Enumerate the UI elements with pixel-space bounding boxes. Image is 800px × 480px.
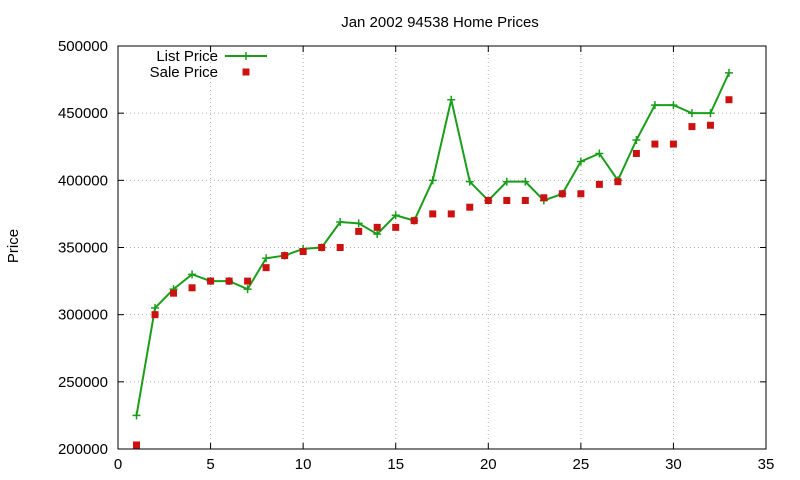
data-point [336,217,345,226]
x-tick-label: 20 [480,456,497,473]
x-tick-label: 10 [295,456,312,473]
data-point [392,223,400,231]
x-tick-label: 35 [758,456,775,473]
data-point [354,219,363,228]
data-point [484,196,492,204]
y-tick-label: 350000 [58,240,108,257]
data-point [725,96,733,104]
data-point [133,441,141,449]
series-1 [133,96,733,449]
chart-title: Jan 2002 94538 Home Prices [341,14,539,31]
data-point [281,252,289,260]
legend-label: List Price [156,48,218,65]
x-tick-label: 15 [387,456,404,473]
data-point [465,177,474,186]
data-point [558,190,566,198]
legend-label: Sale Price [150,64,218,81]
data-point [669,101,678,110]
data-point [632,149,640,157]
data-point [502,177,511,186]
x-tick-label: 0 [114,456,122,473]
data-point [540,194,548,202]
data-point [225,277,233,285]
data-point [447,95,456,104]
data-point [244,277,252,285]
y-tick-label: 300000 [58,307,108,324]
x-tick-label: 5 [206,456,214,473]
x-tick-label: 30 [665,456,682,473]
data-point [688,123,696,131]
series-layer [132,68,733,449]
data-point [391,211,400,220]
data-point [207,277,215,285]
data-point [650,101,659,110]
data-point [447,210,455,218]
series-0 [132,68,733,420]
data-point [373,230,382,239]
data-point [521,177,530,186]
data-point [651,140,659,148]
data-point [428,176,437,185]
data-point [262,264,270,272]
data-point [724,68,733,77]
y-tick-label: 400000 [58,172,108,189]
data-point [706,109,715,118]
data-point [299,248,307,256]
data-point [410,217,418,225]
data-point [151,311,159,319]
data-point [614,178,622,186]
axes: 0 5 10 15 20 25 30 35 200000 250000 300000 350000 40… [58,38,774,473]
data-point [262,254,271,263]
data-point [243,285,252,294]
data-point [576,157,585,166]
data-point [355,227,363,235]
y-tick-label: 250000 [58,374,108,391]
data-point [188,284,196,292]
data-point [577,190,585,198]
data-point [373,223,381,231]
data-point [170,289,178,297]
data-point [669,140,677,148]
data-point [429,210,437,218]
series-line [135,72,730,416]
data-point [466,203,474,211]
grid-lines [118,46,766,449]
data-point [336,244,344,251]
data-point [521,196,529,204]
data-point [706,121,714,129]
y-tick-label: 450000 [58,105,108,122]
data-point [595,149,604,158]
y-tick-label: 500000 [58,38,108,55]
data-point [132,411,141,420]
legend-marker [242,52,250,60]
data-point [632,136,641,145]
data-point [595,180,603,188]
y-axis-label: Price [5,229,22,263]
data-point [503,196,511,204]
legend-marker [242,68,250,76]
x-tick-label: 25 [573,456,590,473]
data-point [318,244,326,251]
data-point [687,109,696,118]
y-tick-label: 200000 [58,441,108,458]
data-point [188,270,197,279]
data-point [151,303,160,312]
